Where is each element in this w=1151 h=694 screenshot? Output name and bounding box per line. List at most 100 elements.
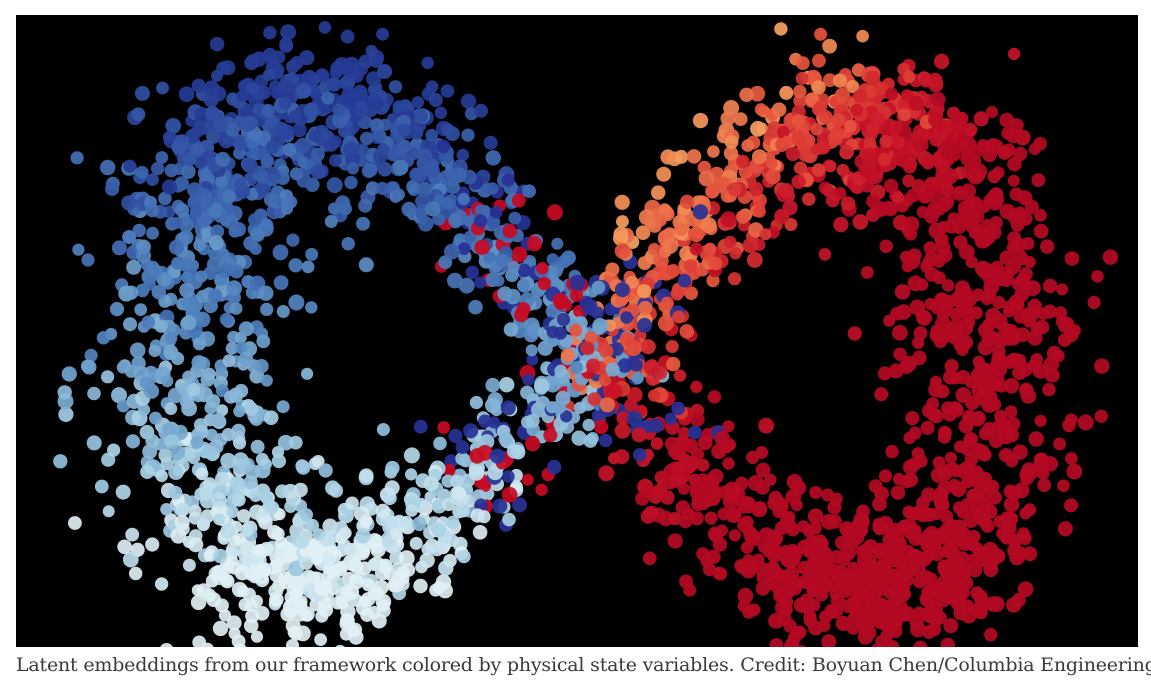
scatter-dot (791, 480, 807, 496)
scatter-dot (706, 274, 720, 288)
scatter-dot (862, 147, 877, 162)
scatter-dot (175, 203, 190, 218)
scatter-dot (217, 262, 233, 278)
scatter-dot (984, 390, 998, 404)
scatter-dot (758, 417, 775, 434)
scatter-dot (767, 566, 780, 580)
scatter-dot (187, 383, 201, 397)
scatter-dot (981, 479, 995, 494)
scatter-dot (251, 51, 267, 67)
scatter-dot (208, 248, 221, 261)
scatter-dot (1064, 498, 1078, 513)
scatter-dot (1024, 199, 1039, 215)
scatter-dot (151, 161, 165, 176)
scatter-dot (765, 169, 781, 185)
scatter-dot (296, 83, 312, 99)
scatter-dot (798, 148, 812, 162)
scatter-dot (242, 157, 258, 174)
scatter-dot (411, 96, 425, 109)
scatter-dot (508, 211, 522, 225)
scatter-dot (1007, 208, 1023, 225)
scatter-dot (486, 182, 499, 195)
scatter-dot (234, 383, 249, 398)
scatter-dot (1065, 452, 1078, 465)
scatter-dot (1042, 278, 1058, 294)
scatter-dot (780, 135, 794, 149)
scatter-dot (392, 100, 406, 114)
scatter-dot (680, 194, 695, 209)
scatter-dot (827, 514, 842, 529)
scatter-dot (699, 244, 715, 261)
scatter-dot (955, 294, 971, 309)
scatter-dot (941, 279, 955, 292)
scatter-dot (707, 145, 720, 158)
scatter-dot (473, 214, 488, 228)
scatter-dot (292, 122, 307, 138)
scatter-dot (835, 535, 850, 550)
scatter-dot (264, 114, 278, 128)
scatter-dot (961, 442, 976, 457)
scatter-dot (997, 145, 1012, 160)
scatter-dot (233, 405, 246, 418)
scatter-dot (1045, 367, 1060, 383)
scatter-dot (560, 410, 573, 423)
scatter-dot (377, 161, 393, 177)
scatter-dot (678, 426, 691, 440)
scatter-dot (196, 213, 212, 228)
scatter-dot (983, 562, 999, 578)
scatter-dot (211, 492, 227, 508)
scatter-dot (970, 368, 987, 384)
scatter-dot (346, 162, 360, 175)
scatter-dot (524, 317, 540, 333)
scatter-dot (916, 311, 930, 325)
scatter-dot (154, 577, 169, 591)
scatter-dot (857, 607, 872, 623)
scatter-dot (503, 322, 519, 337)
scatter-dot (305, 301, 318, 314)
scatter-dot (456, 148, 470, 162)
scatter-dot (511, 193, 526, 208)
scatter-dot (141, 315, 156, 330)
scatter-dot (181, 164, 196, 179)
scatter-dot (737, 599, 751, 613)
scatter-dot (179, 282, 195, 298)
scatter-dot (226, 280, 243, 297)
scatter-dot (875, 635, 888, 647)
scatter-dot (436, 139, 451, 154)
scatter-dot (339, 75, 356, 91)
scatter-dot (170, 528, 187, 544)
scatter-dot (751, 149, 768, 165)
scatter-dot (101, 370, 115, 384)
scatter-dot (442, 463, 456, 477)
scatter-dot (314, 633, 327, 646)
scatter-dot (648, 243, 661, 256)
scatter-dot (275, 484, 290, 499)
scatter-dot (598, 373, 612, 386)
scatter-dot (193, 418, 208, 432)
scatter-dot (343, 141, 359, 157)
scatter-dot (998, 448, 1014, 463)
scatter-dot (670, 287, 684, 301)
scatter-dot (448, 428, 463, 444)
scatter-dot (115, 484, 131, 500)
scatter-dot (740, 541, 754, 554)
scatter-dot (667, 533, 683, 549)
scatter-dot (175, 502, 190, 517)
scatter-dot (231, 634, 246, 647)
scatter-dot (920, 420, 935, 435)
scatter-dot (791, 174, 806, 189)
scatter-dot (1037, 478, 1052, 492)
scatter-dot (944, 359, 959, 374)
scatter-dot (278, 96, 292, 110)
scatter-dot (614, 194, 630, 210)
scatter-dot (231, 493, 246, 507)
scatter-dot (434, 106, 448, 119)
scatter-dot (978, 426, 993, 441)
scatter-dot (802, 192, 816, 206)
caption: Latent embeddings from our framework col… (16, 654, 1151, 676)
scatter-dot (277, 434, 294, 451)
scatter-dot (285, 639, 300, 647)
scatter-dot (842, 524, 856, 538)
scatter-dot (1007, 543, 1023, 559)
scatter-dot (87, 386, 101, 401)
